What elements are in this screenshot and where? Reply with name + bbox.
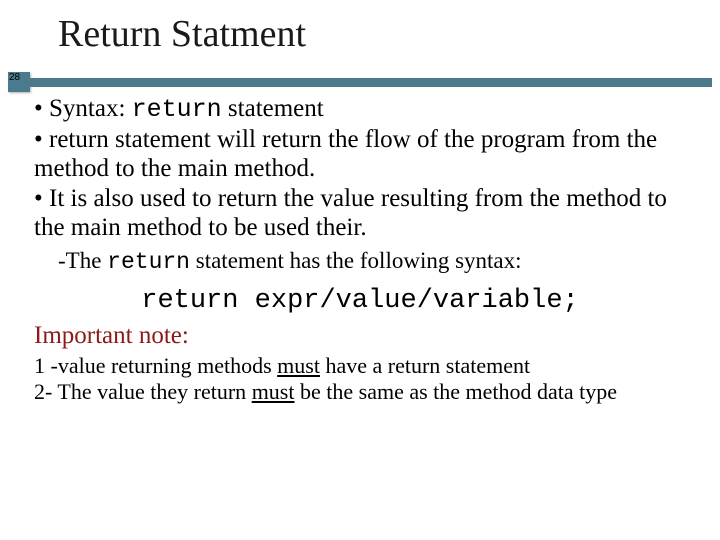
sub-code: return bbox=[107, 249, 190, 275]
syntax-keyword: return bbox=[141, 286, 238, 316]
bullet-flow: • return statement will return the flow … bbox=[34, 125, 686, 184]
notes-block: 1 -value returning methods must have a r… bbox=[34, 353, 686, 405]
sub-suffix: statement has the following syntax: bbox=[190, 248, 522, 273]
bullet-syntax: • Syntax: return statement bbox=[34, 94, 686, 125]
content-area: • Syntax: return statement • return stat… bbox=[0, 94, 720, 405]
sub-prefix: -The bbox=[58, 248, 107, 273]
note2-a: 2- The value they return bbox=[34, 379, 252, 404]
note1-a: 1 -value returning methods bbox=[34, 353, 277, 378]
note2-must: must bbox=[252, 379, 295, 404]
note2-b: be the same as the method data type bbox=[294, 379, 617, 404]
divider: 28 bbox=[0, 72, 720, 92]
divider-line bbox=[22, 78, 712, 87]
slide-container: Return Statment 28 • Syntax: return stat… bbox=[0, 0, 720, 540]
note1-b: have a return statement bbox=[320, 353, 530, 378]
note-1: 1 -value returning methods must have a r… bbox=[34, 353, 686, 379]
bullet-value: • It is also used to return the value re… bbox=[34, 184, 686, 243]
bullet-syntax-code: return bbox=[132, 95, 222, 124]
slide-title: Return Statment bbox=[0, 0, 720, 64]
bullet-syntax-prefix: • Syntax: bbox=[34, 95, 132, 122]
syntax-rest: expr/value/variable; bbox=[238, 286, 578, 316]
note-2: 2- The value they return must be the sam… bbox=[34, 379, 686, 405]
important-note-label: Important note: bbox=[34, 321, 686, 351]
syntax-expression: return expr/value/variable; bbox=[34, 286, 686, 318]
page-number: 28 bbox=[9, 72, 20, 83]
bullet-syntax-suffix: statement bbox=[222, 95, 324, 122]
sub-bullet-syntax-intro: -The return statement has the following … bbox=[34, 247, 686, 276]
note1-must: must bbox=[277, 353, 320, 378]
